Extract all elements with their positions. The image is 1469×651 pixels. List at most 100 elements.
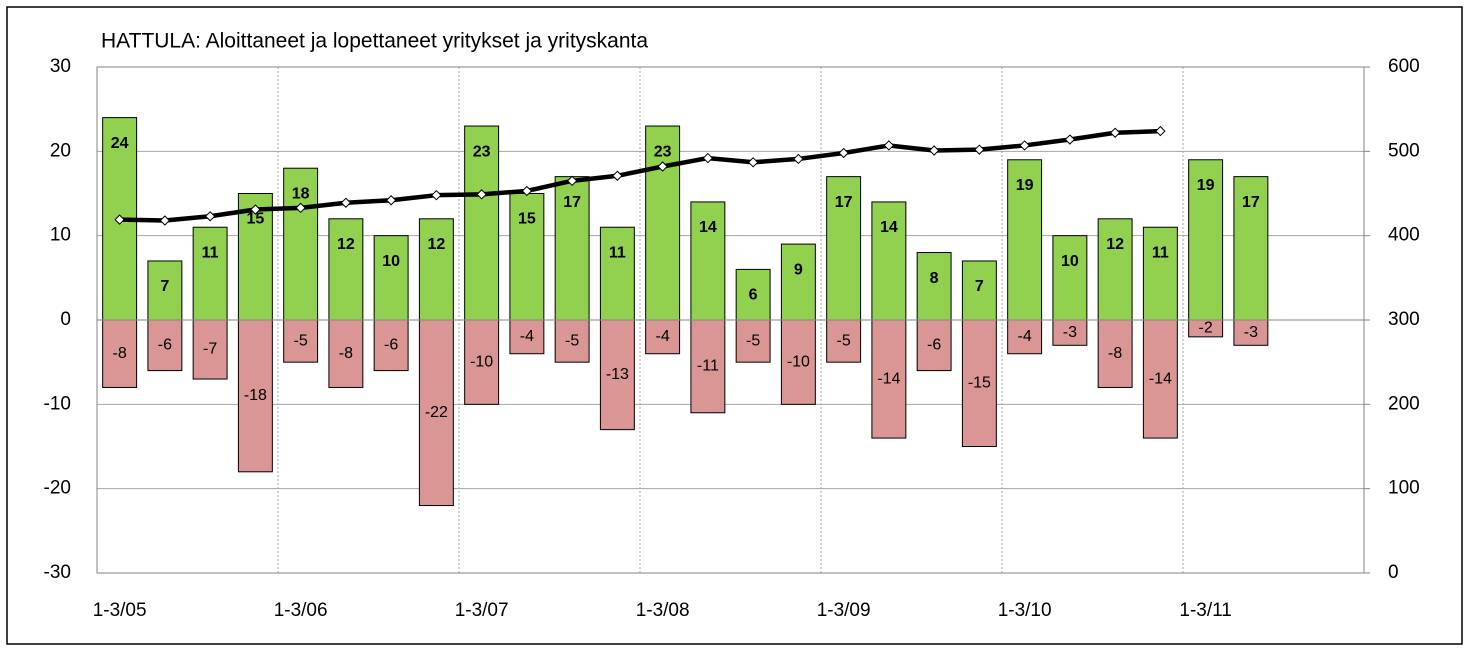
data-label: -6: [927, 337, 941, 354]
x-tick-label: 1-3/08: [636, 600, 690, 621]
data-label: -14: [877, 370, 900, 387]
data-label: 12: [337, 236, 355, 253]
line-marker: [385, 195, 397, 206]
y2-tick-label: 200: [1388, 393, 1420, 414]
data-label: 19: [1197, 177, 1215, 194]
data-label: -11: [697, 358, 719, 375]
line-marker: [204, 211, 216, 222]
line-marker: [1155, 125, 1166, 137]
data-label: -6: [158, 337, 172, 354]
data-label: -18: [244, 387, 267, 404]
y-tick-label: 20: [50, 140, 71, 161]
bar: [1142, 226, 1178, 321]
bar: [554, 319, 590, 363]
data-label: 6: [749, 287, 758, 304]
bar: [1097, 218, 1133, 321]
chart-title: HATTULA: Aloittaneet ja lopettaneet yrit…: [101, 30, 648, 53]
data-label: -14: [1149, 370, 1172, 387]
y2-tick-label: 500: [1388, 140, 1420, 161]
line-marker: [657, 161, 668, 172]
bar: [418, 218, 454, 321]
line-marker: [340, 197, 352, 208]
bar: [237, 319, 273, 473]
line-marker: [838, 147, 849, 159]
data-label: 17: [1242, 194, 1260, 211]
data-label: -15: [968, 374, 991, 391]
line-marker: [250, 204, 261, 215]
bar: [961, 319, 997, 447]
bar: [780, 319, 816, 405]
data-label: 14: [699, 219, 717, 236]
data-label: 19: [1016, 177, 1034, 194]
bar: [147, 319, 183, 372]
data-label: 23: [654, 143, 672, 160]
bar: [735, 268, 771, 321]
data-label: -13: [606, 366, 629, 383]
bar: [735, 319, 771, 363]
data-label: -8: [1108, 345, 1122, 362]
data-label: -3: [1063, 324, 1077, 341]
data-label: -5: [837, 332, 851, 349]
bar: [509, 319, 545, 355]
y2-tick-label: 300: [1388, 309, 1420, 330]
data-label: -3: [1244, 324, 1258, 341]
data-label: 17: [835, 194, 853, 211]
data-label: 23: [473, 143, 491, 160]
data-label: -10: [470, 353, 493, 370]
data-label: -4: [520, 328, 534, 345]
data-label: 7: [975, 278, 984, 295]
line-marker: [159, 215, 171, 226]
bar: [373, 319, 409, 372]
x-tick-label: 1-3/11: [1179, 600, 1231, 621]
data-label: 14: [880, 219, 898, 236]
bar: [599, 226, 635, 321]
y2-tick-label: 100: [1388, 478, 1420, 499]
bar: [147, 260, 183, 321]
bar: [690, 201, 726, 321]
bar: [780, 243, 816, 321]
bar: [645, 125, 681, 321]
bar: [871, 319, 907, 439]
data-label: -6: [384, 337, 398, 354]
line-marker: [476, 189, 487, 200]
bar: [1233, 319, 1269, 346]
bar: [283, 319, 319, 363]
line-marker: [928, 145, 940, 156]
y-tick-label: -10: [44, 393, 71, 414]
data-label: -7: [203, 341, 217, 358]
data-label: -5: [746, 332, 760, 349]
bar: [509, 193, 545, 321]
y-tick-label: 10: [50, 225, 71, 246]
data-label: -8: [113, 345, 127, 362]
line-marker: [521, 185, 533, 197]
line-marker: [566, 175, 578, 187]
data-label: 12: [427, 236, 445, 253]
x-tick-label: 1-3/07: [455, 600, 509, 621]
data-label: 24: [111, 135, 129, 152]
data-label: 11: [609, 244, 626, 261]
line-marker: [612, 170, 623, 181]
bar: [464, 319, 500, 405]
line-marker: [883, 140, 895, 151]
y-tick-label: -30: [44, 562, 71, 583]
bar: [1007, 319, 1043, 355]
bar: [373, 235, 409, 321]
bar: [1007, 159, 1043, 321]
line-marker: [747, 157, 759, 168]
data-label: 7: [160, 278, 169, 295]
data-label: 10: [1061, 253, 1079, 270]
data-label: 11: [1152, 244, 1169, 261]
y-tick-label: 0: [60, 309, 71, 330]
line-marker: [1109, 127, 1121, 138]
bar: [1052, 235, 1088, 321]
x-tick-label: 1-3/10: [998, 600, 1052, 621]
bar: [283, 167, 319, 321]
data-label: -2: [1199, 320, 1213, 337]
bar: [916, 319, 952, 372]
data-label: 8: [930, 270, 939, 287]
data-label: 17: [563, 194, 581, 211]
data-label: -5: [294, 332, 308, 349]
data-label: -8: [339, 345, 353, 362]
bar: [961, 260, 997, 321]
